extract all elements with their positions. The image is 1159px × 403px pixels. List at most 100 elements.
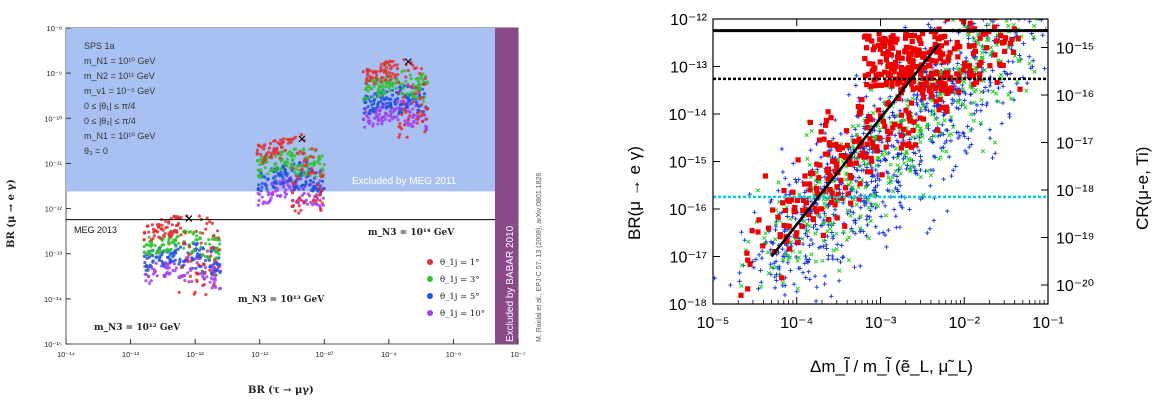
red-square-point bbox=[938, 84, 944, 90]
cluster-point bbox=[205, 275, 209, 279]
cluster-point bbox=[366, 105, 370, 109]
green-x-point bbox=[963, 105, 968, 110]
blue-plus-point bbox=[924, 70, 929, 75]
green-x-point bbox=[902, 161, 907, 166]
cluster-point bbox=[403, 123, 407, 127]
cluster-point bbox=[418, 93, 422, 97]
red-square-point bbox=[760, 243, 766, 249]
cluster-point bbox=[147, 281, 151, 285]
red-square-point bbox=[868, 117, 874, 123]
red-square-point bbox=[971, 81, 977, 87]
red-square-point bbox=[909, 38, 915, 45]
blue-plus-point bbox=[968, 100, 974, 106]
red-square-point bbox=[947, 50, 953, 56]
cluster-point bbox=[295, 177, 299, 181]
cluster-point bbox=[149, 279, 153, 283]
red-square-point bbox=[881, 69, 888, 75]
cluster-point bbox=[305, 202, 310, 206]
right-chart: 10⁻⁵ 10⁻⁴ 10⁻³ 10⁻² 10⁻¹ 10⁻¹² 10⁻¹³ 10⁻¹⁴ 10⁻¹⁵… bbox=[625, 0, 1152, 376]
red-square-point bbox=[944, 19, 950, 22]
green-x-point bbox=[928, 137, 933, 143]
blue-plus-point bbox=[966, 36, 971, 41]
cluster-point bbox=[204, 227, 208, 231]
blue-plus-point bbox=[750, 259, 756, 264]
cluster-point bbox=[308, 154, 312, 158]
left-y-tick-label: 10⁻¹³ bbox=[45, 250, 63, 259]
cluster-point bbox=[263, 166, 267, 170]
blue-plus-point bbox=[780, 283, 785, 289]
cluster-point bbox=[304, 180, 308, 184]
blue-plus-point bbox=[872, 103, 877, 109]
red-square-point bbox=[862, 33, 869, 39]
blue-plus-point bbox=[984, 103, 989, 108]
red-square-point bbox=[942, 33, 948, 39]
blue-plus-point bbox=[1000, 4, 1004, 8]
red-square-point bbox=[856, 138, 862, 144]
red-square-point bbox=[936, 45, 942, 51]
left-y-tick-label: 10⁻¹¹ bbox=[45, 159, 63, 168]
red-square-point bbox=[858, 104, 864, 110]
green-x-point bbox=[918, 125, 923, 131]
citation: M. Raidal et al., EPJ-C 57, 13 (2008), a… bbox=[536, 173, 543, 342]
green-x-point bbox=[872, 202, 877, 207]
blue-plus-point bbox=[763, 321, 767, 325]
red-square-point bbox=[887, 130, 893, 136]
cluster-point bbox=[182, 273, 186, 277]
blue-plus-point bbox=[873, 224, 878, 229]
red-square-point bbox=[1000, 12, 1005, 17]
green-x-point bbox=[1009, 96, 1014, 101]
red-square-point bbox=[885, 136, 891, 142]
cluster-point bbox=[203, 242, 208, 246]
blue-plus-point bbox=[896, 152, 902, 157]
red-square-point bbox=[745, 257, 751, 263]
cluster-point bbox=[215, 229, 220, 233]
blue-plus-point bbox=[737, 279, 742, 284]
cluster-point bbox=[396, 118, 400, 122]
red-square-point bbox=[906, 50, 912, 56]
green-x-point bbox=[997, 19, 1001, 20]
legend-label: θ_1j = 1° bbox=[440, 258, 480, 268]
green-x-point bbox=[915, 124, 920, 129]
blue-plus-point bbox=[1017, 53, 1022, 58]
cluster-point bbox=[416, 79, 420, 84]
cluster-point bbox=[414, 88, 418, 92]
red-square-point bbox=[929, 58, 935, 64]
red-square-point bbox=[920, 54, 926, 60]
green-x-point bbox=[940, 148, 945, 153]
red-square-point bbox=[907, 69, 913, 75]
cluster-point bbox=[265, 187, 269, 191]
blue-plus-point bbox=[964, 12, 968, 16]
blue-plus-point bbox=[953, 164, 958, 169]
blue-plus-point bbox=[898, 203, 904, 209]
red-square-point bbox=[885, 70, 892, 76]
cluster-point bbox=[275, 186, 279, 190]
red-square-point bbox=[792, 204, 798, 211]
cluster-point bbox=[386, 75, 390, 79]
cluster-point bbox=[377, 112, 382, 116]
blue-plus-point bbox=[841, 254, 846, 260]
cluster-point bbox=[169, 235, 173, 239]
cluster-point bbox=[420, 119, 425, 123]
cluster-point bbox=[209, 276, 213, 280]
right-x-tick-label: 10⁻⁴ bbox=[780, 315, 813, 332]
green-x-point bbox=[850, 124, 855, 129]
right-reference-lines bbox=[713, 29, 1048, 258]
green-x-point bbox=[980, 50, 985, 55]
blue-plus-point bbox=[987, 135, 993, 141]
blue-plus-point bbox=[861, 146, 867, 152]
green-x-point bbox=[837, 268, 842, 273]
red-square-point bbox=[1039, 0, 1044, 3]
cluster-point bbox=[404, 110, 408, 114]
red-square-point bbox=[862, 56, 868, 62]
red-square-point bbox=[922, 65, 928, 71]
blue-plus-point bbox=[770, 332, 774, 336]
blue-plus-point bbox=[968, 92, 973, 97]
blue-plus-point bbox=[782, 229, 787, 234]
red-square-point bbox=[870, 61, 876, 67]
red-square-point bbox=[893, 59, 899, 65]
red-square-point bbox=[908, 100, 915, 106]
blue-plus-point bbox=[808, 237, 814, 243]
red-square-point bbox=[814, 185, 820, 192]
green-x-point bbox=[974, 56, 979, 62]
red-square-point bbox=[879, 172, 885, 178]
